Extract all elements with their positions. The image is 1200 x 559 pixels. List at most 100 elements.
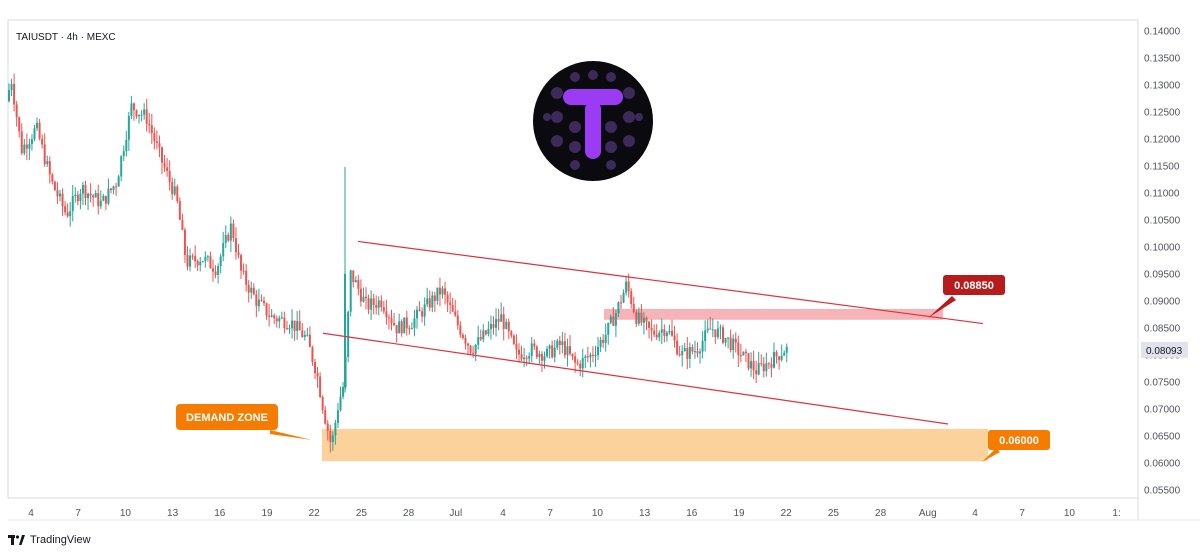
candle-body <box>441 288 444 295</box>
candle-body <box>744 351 747 354</box>
candle-body <box>556 340 559 348</box>
candle-body <box>472 352 475 354</box>
price-tick-label: 0.12500 <box>1144 107 1181 118</box>
candle-body <box>594 355 597 357</box>
candle-body <box>405 317 408 329</box>
candle-body <box>199 261 202 266</box>
demand-zone-badge[interactable] <box>176 404 278 430</box>
candle-body <box>752 361 755 371</box>
price-tick-label: 0.09500 <box>1144 269 1181 280</box>
candle-body <box>168 170 171 182</box>
support-level-badge[interactable] <box>988 430 1050 450</box>
candle-body <box>510 331 513 336</box>
candle-body <box>438 287 441 295</box>
candle-body <box>178 201 181 220</box>
current-price-label: 0.08093 <box>1146 346 1183 357</box>
candle-body <box>92 195 95 198</box>
candle-body <box>122 151 125 157</box>
candle-body <box>382 307 385 312</box>
candle-body <box>155 141 158 143</box>
candle-body <box>110 188 112 190</box>
price-axis[interactable]: 0.14000 0.13500 0.13000 0.12500 0.12000 0.115… <box>1141 26 1188 496</box>
candle-body <box>686 347 689 359</box>
candle-body <box>535 346 538 358</box>
time-tick-label: 28 <box>403 508 415 519</box>
candle-body <box>53 181 56 191</box>
candle-body <box>196 261 199 266</box>
candle-body <box>127 115 130 140</box>
candle-body <box>653 330 656 335</box>
candle-body <box>229 223 232 241</box>
footer-brand-text: TradingView <box>30 534 91 546</box>
candle-body <box>599 339 602 347</box>
candle-body <box>716 328 719 338</box>
channel-lower-line[interactable] <box>322 332 949 425</box>
candle-body <box>724 337 727 343</box>
candle-body <box>484 330 487 335</box>
candle-body <box>446 294 449 303</box>
candle-body <box>263 300 265 304</box>
candle-body <box>291 320 294 329</box>
candle-body <box>722 327 724 343</box>
candle-body <box>232 223 235 239</box>
current-price-tag[interactable] <box>1141 341 1188 358</box>
candle-body <box>275 318 278 322</box>
demand-zone-label: DEMAND ZONE <box>186 412 268 424</box>
candle-body <box>625 281 628 293</box>
logo-t-glyph <box>563 89 623 159</box>
candle-body <box>191 255 194 257</box>
candle-body <box>161 147 163 163</box>
price-tick-label: 0.11500 <box>1144 161 1180 172</box>
candle-body <box>655 334 658 338</box>
candle-body <box>107 188 110 204</box>
candle-body <box>362 296 365 302</box>
candle-body <box>186 255 189 267</box>
candle-body <box>69 211 72 217</box>
channel-upper-line[interactable] <box>357 240 984 325</box>
candle-body <box>18 117 21 132</box>
candle-body <box>352 270 355 283</box>
candle-body <box>571 353 574 357</box>
time-tick-label: 19 <box>733 508 745 519</box>
candle-body <box>767 363 770 365</box>
candle-body <box>714 329 717 338</box>
candle-body <box>479 337 482 340</box>
candle-body <box>219 256 222 267</box>
candle-body <box>339 396 342 411</box>
candle-body <box>533 343 536 347</box>
candle-body <box>538 353 541 358</box>
price-tick-label: 0.10000 <box>1144 242 1181 253</box>
candle-body <box>617 302 620 314</box>
candle-body <box>561 341 564 346</box>
candle-body <box>586 356 589 358</box>
candle-body <box>115 186 118 188</box>
candle-body <box>765 363 768 372</box>
candle-body <box>158 142 161 148</box>
candle-body <box>183 229 186 256</box>
candle-body <box>311 347 314 362</box>
candle-body <box>469 345 472 353</box>
candle-body <box>359 288 362 302</box>
channel-lines-layer <box>322 240 984 425</box>
candle-body <box>734 338 737 343</box>
candle-body <box>321 396 324 410</box>
candle-body <box>51 174 54 182</box>
candle-body <box>347 311 350 357</box>
price-tick-label: 0.12000 <box>1144 134 1181 145</box>
resistance-level-badge[interactable] <box>943 275 1005 295</box>
candle-body <box>727 337 730 339</box>
candle-body <box>173 186 176 195</box>
candle-body <box>515 343 518 350</box>
candle-body <box>525 357 528 359</box>
candle-body <box>41 138 44 145</box>
candle-body <box>303 334 306 338</box>
time-axis[interactable]: 4 7 10 13 16 19 22 25 28 Jul 4 7 10 13 16 19 22 25 28 Aug 4 7… <box>28 508 1121 519</box>
candle-body <box>227 234 230 241</box>
candle-body <box>306 334 309 336</box>
price-tick-label: 0.11000 <box>1144 188 1180 199</box>
candle-body <box>201 261 204 263</box>
candle-body <box>74 194 77 197</box>
candle-body <box>285 328 288 330</box>
candle-body <box>520 354 523 360</box>
